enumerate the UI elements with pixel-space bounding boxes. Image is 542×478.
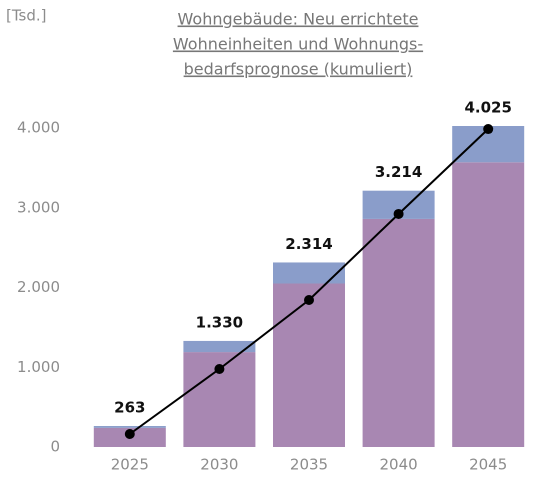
chart-title: Wohngebäude: Neu errichtete [178, 10, 419, 29]
total-label: 1.330 [196, 313, 243, 331]
x-tick-label: 2035 [290, 456, 328, 474]
bar-segment [452, 162, 525, 448]
line-point [483, 124, 494, 135]
x-tick-label: 2025 [111, 456, 149, 474]
bar-segment [362, 218, 435, 447]
y-tick-label: 0 [50, 438, 60, 456]
y-tick-label: 1.000 [17, 358, 60, 376]
total-label: 2.314 [285, 235, 332, 253]
line-point [304, 295, 314, 306]
chart-title: bedarfsprognose (kumuliert) [184, 60, 413, 79]
bar-segment [93, 426, 166, 428]
total-label: 263 [114, 399, 145, 417]
x-tick-label: 2045 [469, 456, 507, 474]
line-point [124, 429, 135, 440]
x-tick-label: 2030 [200, 456, 238, 474]
line-point [393, 208, 404, 219]
y-tick-label: 4.000 [17, 119, 60, 137]
y-tick-label: 2.000 [17, 278, 60, 296]
chart-title: Wohneinheiten und Wohnungs- [173, 35, 423, 54]
x-tick-label: 2040 [380, 456, 418, 474]
bar-segment [273, 262, 345, 284]
y-unit: [Tsd.] [6, 7, 47, 25]
total-label: 3.214 [375, 163, 422, 181]
bar-segment [273, 283, 345, 447]
total-label: 4.025 [464, 99, 511, 117]
y-tick-label: 3.000 [17, 198, 60, 216]
line-point [214, 364, 225, 375]
bar-segment [183, 340, 256, 353]
